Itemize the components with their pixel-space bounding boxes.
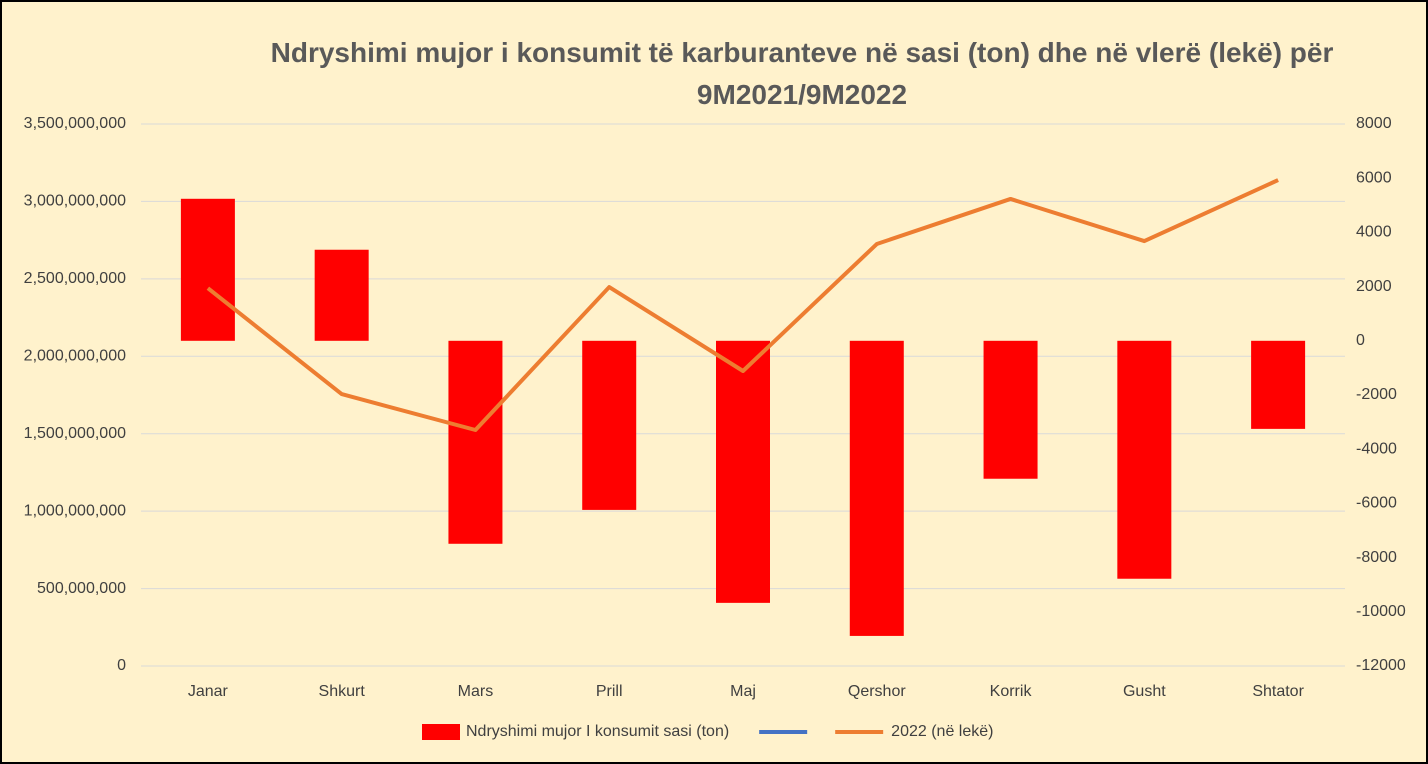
x-tick-label: Qershor xyxy=(848,683,906,700)
y-tick-label: 3,000,000,000 xyxy=(24,193,126,210)
x-tick-label: Shkurt xyxy=(319,683,366,700)
bar xyxy=(448,340,503,544)
y2-tick-label: 2000 xyxy=(1356,278,1392,295)
x-tick-label: Korrik xyxy=(990,683,1033,700)
x-tick-label: Gusht xyxy=(1123,683,1166,700)
x-tick-label: Shtator xyxy=(1252,683,1304,700)
y-tick-label: 2,000,000,000 xyxy=(24,348,126,365)
x-tick-label: Maj xyxy=(730,683,756,700)
chart-title: Ndryshimi mujor i konsumit të karburante… xyxy=(270,37,1334,110)
y2-tick-label: -8000 xyxy=(1356,549,1397,566)
y2-tick-label: 4000 xyxy=(1356,224,1392,241)
x-tick-label: Mars xyxy=(458,683,494,700)
y-tick-label: 0 xyxy=(117,657,126,674)
bar xyxy=(314,249,369,341)
y-tick-label: 3,500,000,000 xyxy=(24,115,126,132)
legend-label: 2022 (në lekë) xyxy=(891,723,993,740)
legend-swatch xyxy=(422,724,460,740)
y-tick-label: 500,000,000 xyxy=(37,580,126,597)
line xyxy=(206,178,1279,432)
y2-tick-label: 6000 xyxy=(1356,169,1392,186)
bar xyxy=(983,340,1038,479)
y-tick-label: 1,500,000,000 xyxy=(24,425,126,442)
y2-tick-label: -6000 xyxy=(1356,495,1397,512)
bar xyxy=(582,340,637,510)
x-tick-label: Janar xyxy=(188,683,229,700)
y2-tick-label: 0 xyxy=(1356,332,1365,349)
y-tick-label: 1,000,000,000 xyxy=(24,502,126,519)
y2-tick-label: -2000 xyxy=(1356,386,1397,403)
legend-label: Ndryshimi mujor I konsumit sasi (ton) xyxy=(466,723,729,740)
bar xyxy=(716,340,770,603)
y2-tick-label: -12000 xyxy=(1356,657,1406,674)
y2-tick-label: -10000 xyxy=(1356,603,1406,620)
y-tick-label: 2,500,000,000 xyxy=(24,270,126,287)
bar xyxy=(1251,340,1306,429)
x-tick-label: Prill xyxy=(596,683,623,700)
bar xyxy=(1117,340,1172,579)
y2-tick-label: 8000 xyxy=(1356,115,1392,132)
bar xyxy=(849,340,904,636)
y2-tick-label: -4000 xyxy=(1356,440,1397,457)
bar xyxy=(180,198,235,341)
